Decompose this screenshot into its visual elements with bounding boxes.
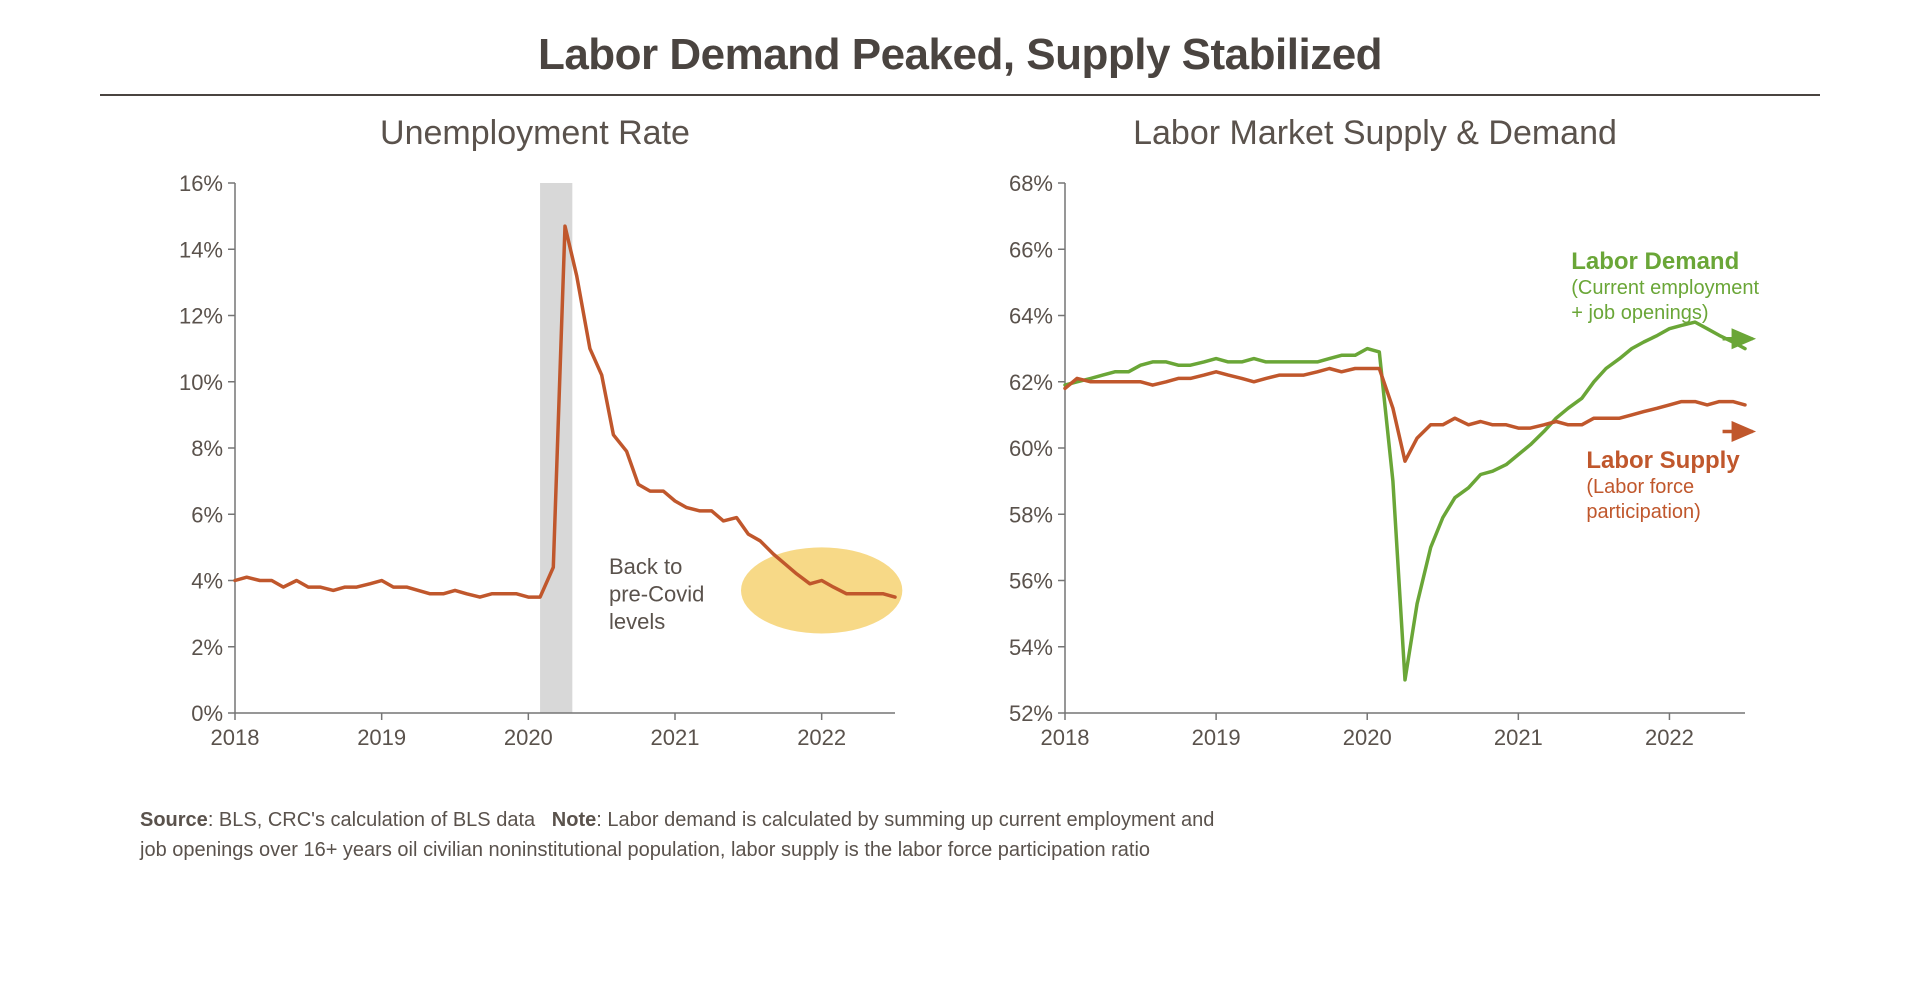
svg-text:2018: 2018 xyxy=(1041,725,1090,750)
svg-text:54%: 54% xyxy=(1009,635,1053,660)
right-subtitle: Labor Market Supply & Demand xyxy=(1133,114,1617,153)
svg-text:4%: 4% xyxy=(191,569,223,594)
svg-text:levels: levels xyxy=(609,609,665,634)
left-chart-panel: Unemployment Rate 0% 2% 4% 6% 8% 10% 12% 14% 16%… xyxy=(155,114,915,783)
right-chart-panel: Labor Market Supply & Demand 52% 54% 56% 58… xyxy=(985,114,1765,783)
svg-text:2022: 2022 xyxy=(797,725,846,750)
svg-text:pre-Covid: pre-Covid xyxy=(609,581,704,606)
svg-text:60%: 60% xyxy=(1009,436,1053,461)
title-underline xyxy=(100,94,1820,96)
svg-text:(Current employment: (Current employment xyxy=(1571,277,1759,299)
svg-text:2020: 2020 xyxy=(1343,725,1392,750)
svg-text:12%: 12% xyxy=(179,304,223,329)
footnote: Source: BLS, CRC's calculation of BLS da… xyxy=(100,805,1820,865)
svg-text:14%: 14% xyxy=(179,237,223,262)
svg-text:56%: 56% xyxy=(1009,569,1053,594)
footnote-line2: job openings over 16+ years oil civilian… xyxy=(140,839,1150,861)
svg-text:(Labor force: (Labor force xyxy=(1586,476,1694,498)
svg-text:52%: 52% xyxy=(1009,701,1053,726)
source-label: Source xyxy=(140,809,208,831)
note-text: : Labor demand is calculated by summing … xyxy=(596,809,1214,831)
svg-text:Labor Demand: Labor Demand xyxy=(1571,248,1739,275)
svg-text:Back to: Back to xyxy=(609,554,682,579)
svg-text:0%: 0% xyxy=(191,701,223,726)
left-subtitle: Unemployment Rate xyxy=(380,114,690,153)
svg-text:2021: 2021 xyxy=(651,725,700,750)
svg-text:8%: 8% xyxy=(191,436,223,461)
note-label: Note xyxy=(552,809,596,831)
charts-row: Unemployment Rate 0% 2% 4% 6% 8% 10% 12% 14% 16%… xyxy=(100,114,1820,783)
svg-text:6%: 6% xyxy=(191,502,223,527)
svg-text:58%: 58% xyxy=(1009,502,1053,527)
svg-text:68%: 68% xyxy=(1009,171,1053,196)
source-text: : BLS, CRC's calculation of BLS data xyxy=(208,809,552,831)
svg-text:66%: 66% xyxy=(1009,237,1053,262)
svg-text:2019: 2019 xyxy=(357,725,406,750)
svg-text:2022: 2022 xyxy=(1645,725,1694,750)
svg-text:2%: 2% xyxy=(191,635,223,660)
svg-text:64%: 64% xyxy=(1009,304,1053,329)
svg-text:Labor Supply: Labor Supply xyxy=(1586,447,1740,474)
supply-demand-chart: 52% 54% 56% 58% 60% 62% 64% 66% 68% 2018 2019 2020 2… xyxy=(985,163,1765,783)
unemployment-chart: 0% 2% 4% 6% 8% 10% 12% 14% 16% 2018 2019 2020 2021 20… xyxy=(155,163,915,783)
svg-text:2019: 2019 xyxy=(1192,725,1241,750)
svg-text:+ job openings): + job openings) xyxy=(1571,302,1708,324)
svg-text:participation): participation) xyxy=(1586,501,1701,523)
svg-text:2018: 2018 xyxy=(211,725,260,750)
svg-text:16%: 16% xyxy=(179,171,223,196)
svg-text:2020: 2020 xyxy=(504,725,553,750)
main-title: Labor Demand Peaked, Supply Stabilized xyxy=(100,30,1820,80)
svg-text:2021: 2021 xyxy=(1494,725,1543,750)
svg-text:62%: 62% xyxy=(1009,370,1053,395)
svg-text:10%: 10% xyxy=(179,370,223,395)
